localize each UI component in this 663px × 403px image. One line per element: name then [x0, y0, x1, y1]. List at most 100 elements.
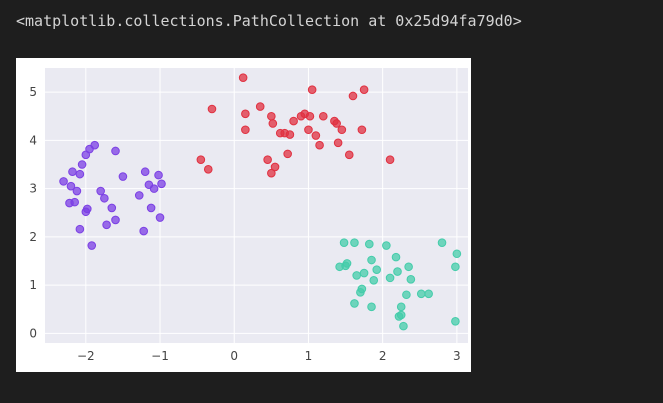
- data-point: [146, 203, 156, 213]
- data-point: [318, 111, 328, 121]
- data-point: [451, 262, 460, 272]
- data-point: [391, 252, 401, 262]
- data-point: [107, 203, 117, 213]
- data-point: [359, 85, 369, 95]
- data-point: [437, 238, 447, 247]
- x-tick-label: 2: [379, 349, 387, 363]
- x-tick-label: 3: [453, 349, 461, 363]
- data-point: [369, 275, 379, 285]
- data-point: [359, 268, 369, 278]
- data-point: [111, 215, 120, 225]
- data-point: [342, 259, 352, 268]
- data-point: [348, 91, 358, 101]
- data-point: [424, 289, 433, 299]
- data-point: [270, 162, 280, 172]
- y-tick-label: 3: [29, 182, 37, 196]
- data-point: [70, 197, 79, 207]
- data-point: [102, 220, 111, 230]
- data-point: [283, 149, 292, 159]
- data-point: [365, 239, 374, 249]
- data-point: [337, 125, 347, 135]
- data-point: [396, 302, 406, 312]
- data-point: [357, 284, 367, 294]
- data-point: [367, 302, 376, 312]
- data-point: [344, 150, 354, 160]
- data-point: [81, 207, 91, 217]
- data-point: [149, 184, 159, 193]
- data-point: [90, 140, 100, 150]
- data-point: [307, 85, 317, 95]
- y-tick-label: 1: [29, 278, 37, 292]
- data-point: [263, 155, 272, 164]
- grid-lines: [45, 68, 468, 343]
- data-point: [315, 140, 324, 150]
- plot-area: [45, 68, 468, 343]
- data-point: [75, 224, 85, 234]
- data-point: [77, 160, 87, 169]
- data-point: [87, 241, 97, 250]
- data-point: [155, 213, 165, 222]
- data-point: [140, 167, 150, 177]
- data-point: [238, 73, 248, 82]
- data-point: [289, 116, 298, 126]
- data-point: [305, 111, 315, 121]
- data-point: [404, 262, 413, 272]
- data-point: [304, 125, 313, 135]
- x-tick-label: −2: [77, 349, 95, 363]
- x-tick-label: 1: [305, 349, 313, 363]
- data-point: [396, 310, 406, 320]
- data-point: [357, 125, 367, 135]
- x-tick-label: 0: [230, 349, 238, 363]
- data-point: [267, 111, 276, 121]
- data-point: [118, 172, 128, 181]
- data-point: [350, 238, 359, 247]
- data-point: [72, 186, 82, 196]
- data-point: [416, 289, 426, 299]
- cell-output-text: <matplotlib.collections.PathCollection a…: [16, 12, 522, 30]
- data-point: [267, 168, 276, 178]
- scatter-figure: −2 −1 0 1 2 3 0 1 2 3 4 5: [16, 58, 471, 372]
- x-tick-labels: −2 −1 0 1 2 3: [77, 349, 461, 363]
- data-point: [311, 131, 321, 140]
- data-point: [350, 299, 359, 308]
- data-point: [241, 125, 250, 135]
- data-point: [452, 249, 462, 259]
- data-point: [268, 119, 278, 128]
- data-point: [385, 273, 395, 283]
- data-point: [66, 181, 76, 191]
- data-point: [339, 238, 349, 247]
- x-tick-label: −1: [151, 349, 169, 363]
- data-point: [196, 155, 206, 164]
- data-point: [393, 267, 402, 276]
- data-point: [203, 165, 213, 174]
- data-point: [96, 186, 105, 196]
- data-point: [75, 169, 85, 179]
- scatter-chart: −2 −1 0 1 2 3 0 1 2 3 4 5: [29, 68, 468, 363]
- data-point: [385, 155, 395, 164]
- data-point: [402, 290, 411, 300]
- data-points: [59, 73, 462, 331]
- y-tick-labels: 0 1 2 3 4 5: [29, 85, 37, 340]
- data-point: [111, 146, 120, 156]
- data-point: [285, 130, 295, 139]
- data-point: [451, 316, 460, 326]
- data-point: [352, 271, 361, 280]
- data-point: [372, 265, 382, 274]
- y-tick-label: 2: [29, 230, 37, 244]
- data-point: [367, 255, 376, 265]
- y-tick-label: 4: [29, 133, 37, 147]
- data-point: [59, 177, 68, 186]
- data-point: [333, 138, 343, 148]
- data-point: [157, 179, 166, 189]
- data-point: [241, 109, 250, 119]
- data-point: [154, 170, 163, 180]
- y-tick-label: 0: [29, 326, 37, 340]
- data-point: [332, 119, 341, 128]
- data-point: [382, 241, 391, 250]
- data-point: [139, 226, 148, 236]
- data-point: [406, 275, 416, 284]
- data-point: [68, 167, 77, 177]
- data-point: [100, 193, 109, 203]
- data-point: [399, 321, 408, 331]
- data-point: [134, 191, 144, 200]
